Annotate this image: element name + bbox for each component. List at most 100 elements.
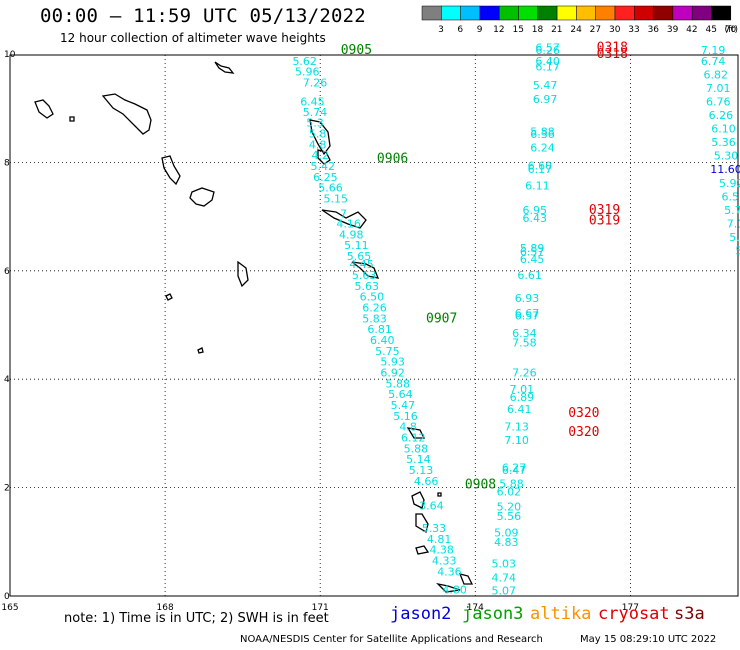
colorbar-tick: 21: [551, 25, 562, 35]
wave-height-value: 5.47: [533, 79, 558, 92]
wave-height-value: 6.89: [510, 391, 535, 404]
wave-height-value: 5.16: [393, 410, 418, 423]
wave-height-value: 5.92: [719, 177, 740, 190]
wave-height-value: 6.26: [362, 301, 387, 314]
wave-height-value: 4.33: [432, 555, 457, 568]
island-outline: [165, 293, 173, 301]
wave-height-value: 5.93: [380, 356, 405, 369]
wave-height-value: 5.42: [311, 160, 336, 173]
wave-height-value: 5.62: [292, 55, 317, 68]
wave-height-value: 6.81: [367, 323, 392, 336]
island-outline: [415, 513, 429, 534]
wave-height-value: 4.45: [349, 258, 374, 271]
island-outline: [189, 187, 215, 207]
x-tick-label: 168: [157, 603, 174, 613]
colorbar-tick: 9: [477, 25, 483, 35]
pass-time-label: 0906: [377, 151, 408, 166]
colorbar-tick: 45: [705, 25, 716, 35]
pass-time-label: 0319: [589, 214, 620, 229]
footer-credit: NOAA/NESDIS Center for Satellite Applica…: [240, 634, 543, 645]
wave-height-value: 5.88: [499, 478, 524, 491]
colorbar-tick: 33: [628, 25, 639, 35]
wave-height-value: 5.63: [352, 269, 377, 282]
wave-height-value: 4.8: [309, 138, 327, 151]
wave-height-value: 6.47: [502, 464, 527, 477]
island-outline: [351, 261, 380, 279]
island-outline: [415, 545, 430, 555]
wave-height-value: 5.8: [309, 127, 327, 140]
y-tick-label: 0: [4, 592, 10, 602]
colorbar-swatch: [595, 5, 616, 21]
wave-height-value: 7.10: [504, 434, 529, 447]
wave-height-value: 7.58: [512, 337, 537, 350]
wave-height-value: 5.30: [714, 150, 739, 163]
island-outline: [406, 427, 426, 439]
wave-height-value: 3.64: [419, 499, 444, 512]
island-outline: [411, 491, 425, 509]
wave-height-value: 4.2: [311, 149, 329, 162]
wave-height-value: 6.45: [300, 95, 325, 108]
wave-height-value: 6.43: [523, 212, 548, 225]
wave-height-value: 6.25: [313, 171, 338, 184]
wave-height-value: 5.88: [404, 442, 429, 455]
wave-height-value: 6.93: [515, 292, 540, 305]
legend-s3a: s3a: [674, 604, 705, 624]
colorbar-swatch: [576, 5, 596, 21]
wave-height-value: 6.27: [502, 461, 527, 474]
wave-height-value: 6.52: [722, 190, 740, 203]
island-outline: [34, 99, 54, 119]
wave-height-value: 5.75: [375, 345, 400, 358]
wave-height-value: 7: [340, 208, 347, 221]
wave-height-value: 4.74: [491, 571, 516, 584]
colorbar-tick: 6: [457, 25, 463, 35]
wave-height-value: 6.02: [497, 486, 522, 499]
colorbar-tick: 24: [570, 25, 582, 35]
colorbar-tick: 39: [667, 25, 679, 35]
x-tick-label: 171: [312, 603, 329, 613]
wave-height-value: 5.96: [295, 66, 320, 79]
colorbar-swatch: [634, 5, 654, 21]
colorbar-tick: 42: [686, 25, 697, 35]
colorbar-swatch: [711, 5, 732, 21]
pass-time-label: 0320: [568, 406, 599, 421]
colorbar-swatch: [537, 5, 558, 21]
wave-height-value: 5.03: [491, 557, 516, 570]
wave-height-value: 5.07: [491, 584, 516, 597]
colorbar-swatch: [672, 5, 693, 21]
wave-height-value: 6.50: [360, 291, 385, 304]
colorbar-unit: (ft): [724, 25, 738, 35]
wave-height-value: 6.97: [533, 93, 558, 106]
pass-time-label: 0320: [568, 425, 599, 440]
wave-height-value: 6.17: [535, 60, 560, 73]
map-subtitle: 12 hour collection of altimeter wave hei…: [60, 31, 326, 45]
pass-time-label: 0905: [341, 43, 372, 58]
wave-height-value: 6.82: [703, 68, 728, 81]
wave-height-value: 4.66: [414, 475, 439, 488]
wave-height-value: 5.88: [386, 377, 411, 390]
island-outline: [214, 61, 235, 74]
island-outline: [436, 582, 461, 593]
pass-time-label: 0908: [465, 478, 496, 493]
colorbar-swatch: [614, 5, 635, 21]
colorbar-tick: 30: [609, 25, 621, 35]
colorbar-swatch: [460, 5, 481, 21]
wave-height-value: 4.80: [442, 583, 467, 596]
legend-jason2: jason2: [390, 604, 452, 624]
pass-time-label: 0907: [426, 311, 457, 326]
wave-height-value: 7.01: [706, 82, 731, 95]
wave-height-value: 6.61: [517, 269, 542, 282]
island-outline: [317, 149, 331, 165]
wave-height-value: 5.11: [344, 239, 369, 252]
wave-height-value: 6.95: [523, 204, 548, 217]
wave-height-value: 4.38: [429, 544, 454, 557]
wave-height-value: 6.40: [370, 334, 395, 347]
wave-height-value: 5.88: [530, 125, 555, 138]
y-tick-label: 8: [4, 158, 10, 168]
wave-height-value: 7.13: [504, 421, 529, 434]
colorbar-swatch: [441, 5, 461, 21]
wave-height-value: 7.26: [512, 366, 537, 379]
wave-height-value: 5.84: [729, 231, 740, 244]
wave-height-value: 11.60: [710, 163, 740, 176]
wave-height-value: 6.57: [535, 41, 560, 54]
